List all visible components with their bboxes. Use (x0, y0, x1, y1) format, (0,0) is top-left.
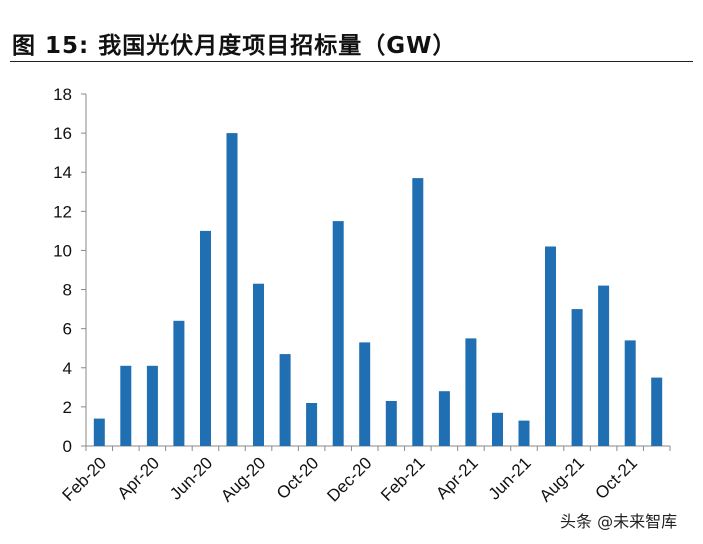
bar-Dec-20 (359, 342, 371, 446)
x-tick-label: Apr-21 (432, 453, 482, 503)
y-tick-label: 14 (53, 163, 72, 182)
bar-Nov-20 (332, 221, 344, 446)
title-divider (10, 61, 693, 62)
bar-Apr-21 (465, 338, 477, 446)
bar-May-20 (173, 320, 185, 446)
x-tick-label: Apr-20 (114, 453, 164, 503)
bar-Jun-20 (200, 230, 211, 446)
bar-Jul-20 (226, 133, 238, 446)
bar-Oct-20 (306, 403, 318, 446)
x-tick-label: Oct-21 (591, 453, 641, 503)
bar-Mar-21 (438, 391, 450, 446)
bar-Nov-21 (651, 377, 663, 446)
bar-Sep-20 (279, 354, 291, 446)
y-tick-label: 4 (63, 359, 72, 378)
bar-Sep-21 (598, 285, 610, 446)
bar-Aug-21 (571, 309, 583, 446)
watermark: 头条 @未来智库 (560, 512, 678, 531)
y-tick-label: 12 (53, 202, 72, 221)
bar-Jan-21 (385, 401, 397, 446)
bar-Oct-21 (624, 340, 636, 446)
chart-bars (93, 133, 663, 446)
bar-Feb-20 (93, 418, 105, 446)
y-tick-label: 8 (63, 281, 72, 300)
bar-Feb-21 (412, 178, 424, 446)
y-tick-label: 6 (63, 320, 72, 339)
x-tick-label: Oct-20 (273, 453, 323, 503)
bar-Apr-20 (146, 365, 158, 446)
x-tick-label: Jun-20 (166, 453, 216, 503)
y-tick-label: 18 (53, 85, 72, 104)
x-tick-label: Feb-20 (59, 453, 111, 505)
bar-Aug-20 (253, 283, 264, 446)
bar-May-21 (492, 412, 503, 446)
chart-title: 图 15: 我国光伏月度项目招标量（GW） (12, 33, 457, 59)
x-tick-label: Aug-21 (536, 453, 588, 505)
y-tick-label: 2 (63, 398, 72, 417)
bar-Jul-21 (545, 246, 556, 446)
y-tick-label: 16 (53, 124, 72, 143)
x-tick-label: Feb-21 (377, 453, 429, 505)
x-tick-label: Jun-21 (485, 453, 535, 503)
bar-Jun-21 (518, 420, 530, 446)
x-tick-label: Dec-20 (323, 453, 375, 505)
x-tick-label: Aug-20 (217, 453, 269, 505)
y-tick-label: 0 (63, 437, 72, 456)
bar-Mar-20 (120, 365, 132, 446)
y-tick-label: 10 (53, 241, 72, 260)
